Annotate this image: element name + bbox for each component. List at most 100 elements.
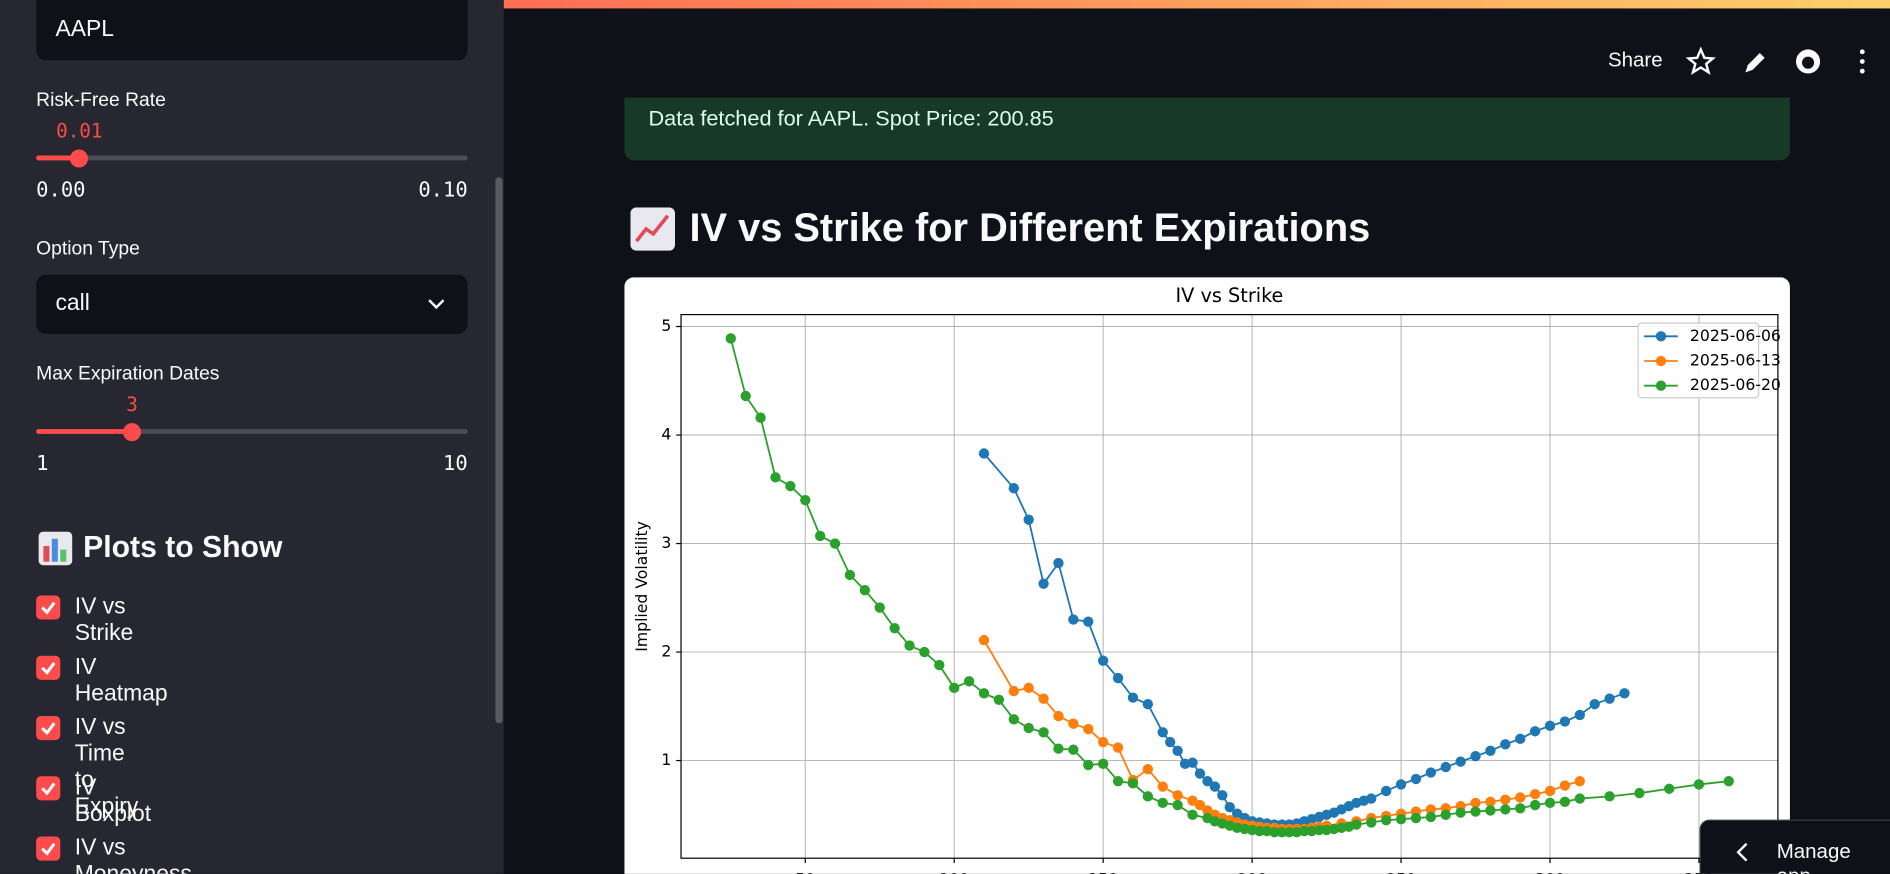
data-point (1023, 722, 1034, 734)
data-point (1425, 811, 1437, 823)
data-point (814, 530, 826, 542)
legend-label: 2025-06-06 (1690, 326, 1781, 345)
data-point (949, 682, 960, 694)
data-point (1515, 733, 1526, 745)
legend-marker (1655, 355, 1667, 367)
slider-thumb (70, 148, 89, 167)
data-point (1038, 727, 1049, 738)
checkbox-label: IV vs Strike (74, 594, 134, 647)
data-point (1529, 789, 1541, 800)
slider-min: 0.00 (36, 178, 86, 203)
slider-max: 0.10 (418, 178, 468, 203)
checkbox-label: IV vs Time to Expiry (74, 714, 139, 820)
data-point (844, 569, 856, 581)
data-point (1269, 826, 1280, 838)
legend-label: 2025-06-13 (1690, 351, 1781, 370)
manage-app-text: Manage app (1776, 840, 1851, 874)
data-point (1053, 743, 1064, 754)
slider[interactable]: 0.01 0.00 0.10 (36, 119, 468, 205)
data-point (770, 472, 781, 483)
star-icon[interactable] (1685, 46, 1716, 75)
data-point (904, 640, 915, 651)
data-point (1038, 693, 1049, 704)
data-point (725, 333, 736, 344)
data-point (1112, 672, 1124, 684)
data-point (978, 634, 990, 646)
data-point (1068, 614, 1079, 625)
data-point (1440, 809, 1451, 820)
data-point (1515, 792, 1526, 803)
data-point (1515, 803, 1526, 814)
slider[interactable]: 3 1 10 (36, 393, 468, 478)
data-point (829, 538, 841, 549)
data-point (1366, 793, 1377, 804)
y-tick-label: 5 (661, 316, 671, 335)
data-point (1097, 655, 1109, 666)
data-point (1470, 797, 1481, 809)
data-point (1083, 759, 1094, 771)
x-tick-label: 50 (795, 869, 815, 873)
data-point (1187, 757, 1198, 768)
data-point (1559, 716, 1571, 727)
y-tick-label: 4 (661, 425, 671, 444)
data-point (1619, 688, 1630, 699)
ticker-input[interactable] (36, 0, 468, 61)
legend-marker (1655, 331, 1667, 342)
slider-fill (36, 155, 80, 161)
data-point (963, 676, 975, 687)
data-point (1380, 815, 1392, 826)
edit-icon[interactable] (1745, 53, 1765, 73)
checkbox[interactable] (36, 655, 61, 680)
checkbox-label: IV Heatmap (74, 654, 168, 707)
slider-value: 0.01 (56, 119, 103, 143)
data-point (1068, 744, 1079, 755)
data-point (1425, 804, 1437, 815)
data-point (1008, 714, 1019, 725)
data-point (1470, 806, 1481, 817)
data-point (978, 448, 990, 459)
data-point (993, 694, 1005, 705)
data-point (874, 602, 885, 613)
data-point (1723, 775, 1734, 787)
share-button[interactable]: Share (1607, 48, 1663, 72)
data-point (859, 585, 871, 596)
info-text: Data fetched for AAPL. Spot Price: 200.8… (648, 106, 1054, 131)
chevron (428, 299, 445, 310)
checkbox[interactable] (36, 715, 61, 741)
menu-icon[interactable] (1851, 46, 1875, 80)
data-point (1589, 698, 1600, 710)
data-point (1172, 799, 1183, 811)
slider-fill (36, 429, 133, 434)
data-point (1395, 813, 1407, 825)
ticker-value: AAPL (55, 16, 115, 43)
data-point (1112, 775, 1124, 787)
x-tick-label: 250 (1386, 869, 1416, 873)
data-point (1485, 745, 1496, 756)
data-point (889, 622, 900, 634)
data-point (1604, 693, 1615, 704)
data-point (1112, 742, 1124, 753)
data-point (1544, 797, 1556, 809)
data-point (1663, 783, 1675, 794)
checkbox[interactable] (36, 776, 61, 801)
data-point (1500, 804, 1511, 815)
checkbox[interactable] (36, 595, 61, 620)
checkbox[interactable] (36, 836, 61, 861)
data-point (1008, 685, 1019, 697)
slider-thumb (123, 422, 142, 441)
data-point (1559, 780, 1571, 791)
data-point (1410, 773, 1422, 785)
data-point (1187, 809, 1198, 820)
select-box[interactable] (36, 274, 468, 334)
x-tick-label: 100 (939, 869, 969, 873)
data-point (1172, 790, 1183, 801)
data-point (934, 659, 945, 671)
select-label: Option Type (36, 238, 140, 260)
data-point (1455, 807, 1466, 818)
manage-app-button[interactable] (1699, 819, 1890, 874)
scrollbar[interactable] (495, 177, 503, 724)
data-point (1023, 514, 1034, 525)
chevron-left (1736, 842, 1748, 862)
data-point (1313, 824, 1325, 836)
